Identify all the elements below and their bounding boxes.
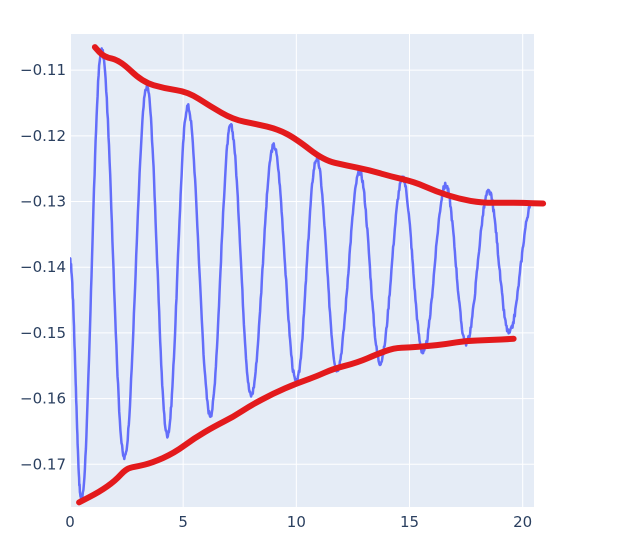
y-tick-label: −0.16 xyxy=(20,390,66,408)
x-tick-label: 5 xyxy=(178,513,188,531)
series-line-signal xyxy=(70,47,533,503)
y-tick-label: −0.15 xyxy=(20,324,66,342)
series-layer xyxy=(70,44,547,506)
tick-labels: −0.11 −0.12 −0.13 −0.14 −0.15 −0.16 −0.17 0 5 10 1… xyxy=(20,61,532,531)
x-tick-label: 10 xyxy=(287,513,306,531)
y-tick-label: −0.14 xyxy=(20,258,66,276)
x-tick-label: 15 xyxy=(400,513,419,531)
y-tick-label: −0.12 xyxy=(20,127,66,145)
series-line-upper-envelope xyxy=(91,44,547,207)
y-tick-label: −0.13 xyxy=(20,193,66,211)
series-line-lower-envelope xyxy=(76,335,517,506)
y-tick-label: −0.11 xyxy=(20,61,66,79)
plot-background xyxy=(70,34,534,507)
y-tick-label: −0.17 xyxy=(20,455,66,473)
x-tick-label: 20 xyxy=(513,513,532,531)
x-tick-label: 0 xyxy=(65,513,75,531)
